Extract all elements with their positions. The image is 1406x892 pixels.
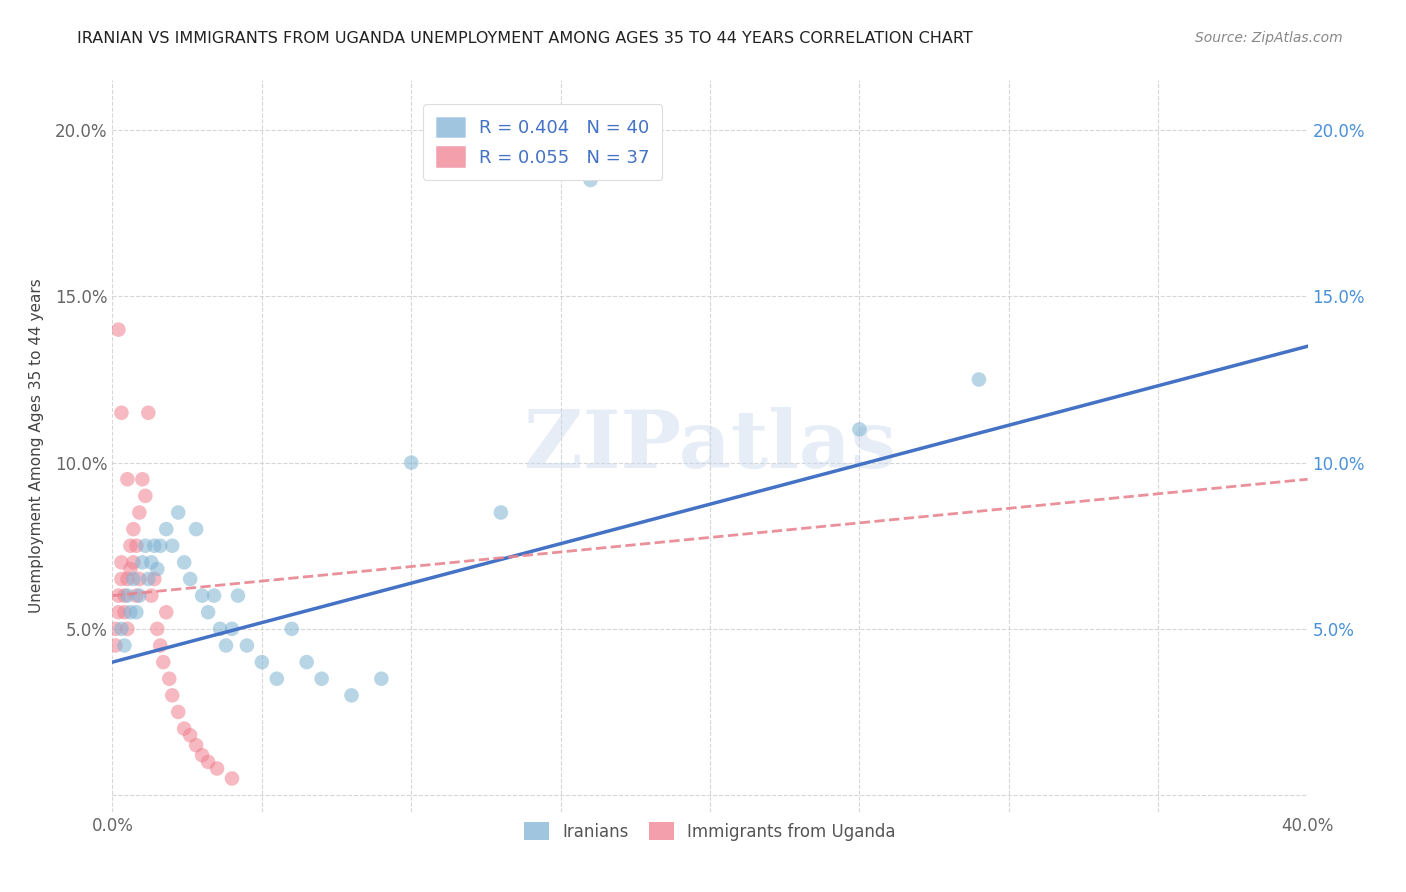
Point: [155, 522, 177, 536]
Point: [401, 456, 423, 470]
Point: [138, 572, 160, 586]
Point: [117, 622, 139, 636]
Point: [191, 748, 214, 763]
Point: [104, 639, 127, 653]
Point: [155, 605, 177, 619]
Point: [120, 539, 142, 553]
Point: [125, 589, 148, 603]
Point: [117, 589, 139, 603]
Point: [191, 589, 214, 603]
Point: [143, 572, 166, 586]
Point: [143, 539, 166, 553]
Point: [110, 406, 132, 420]
Point: [197, 755, 219, 769]
Point: [340, 689, 363, 703]
Point: [579, 173, 602, 187]
Point: [125, 605, 148, 619]
Point: [967, 372, 990, 386]
Point: [120, 605, 142, 619]
Point: [149, 639, 172, 653]
Point: [117, 472, 139, 486]
Point: [186, 522, 208, 536]
Point: [167, 705, 190, 719]
Point: [107, 323, 129, 337]
Point: [128, 506, 150, 520]
Point: [146, 622, 169, 636]
Point: [226, 589, 249, 603]
Point: [114, 605, 135, 619]
Point: [131, 555, 153, 569]
Point: [152, 655, 174, 669]
Point: [149, 539, 172, 553]
Point: [205, 762, 228, 776]
Point: [311, 672, 333, 686]
Point: [370, 672, 392, 686]
Point: [281, 622, 304, 636]
Point: [179, 728, 201, 742]
Point: [110, 555, 132, 569]
Point: [215, 639, 238, 653]
Point: [236, 639, 259, 653]
Point: [266, 672, 288, 686]
Point: [173, 722, 195, 736]
Point: [202, 589, 225, 603]
Text: ZIPatlas: ZIPatlas: [524, 407, 896, 485]
Legend: Iranians, Immigrants from Uganda: Iranians, Immigrants from Uganda: [517, 815, 903, 847]
Point: [209, 622, 232, 636]
Point: [104, 622, 127, 636]
Point: [173, 555, 195, 569]
Point: [122, 555, 145, 569]
Text: Source: ZipAtlas.com: Source: ZipAtlas.com: [1195, 31, 1343, 45]
Point: [179, 572, 201, 586]
Point: [107, 605, 129, 619]
Point: [141, 555, 163, 569]
Point: [186, 738, 208, 752]
Point: [122, 522, 145, 536]
Point: [197, 605, 219, 619]
Point: [117, 572, 139, 586]
Point: [114, 589, 135, 603]
Point: [295, 655, 318, 669]
Point: [122, 572, 145, 586]
Point: [221, 772, 243, 786]
Point: [162, 689, 183, 703]
Point: [114, 639, 135, 653]
Point: [250, 655, 273, 669]
Text: IRANIAN VS IMMIGRANTS FROM UGANDA UNEMPLOYMENT AMONG AGES 35 TO 44 YEARS CORRELA: IRANIAN VS IMMIGRANTS FROM UGANDA UNEMPL…: [77, 31, 973, 46]
Y-axis label: Unemployment Among Ages 35 to 44 years: Unemployment Among Ages 35 to 44 years: [30, 278, 44, 614]
Point: [128, 589, 150, 603]
Point: [110, 572, 132, 586]
Point: [134, 539, 156, 553]
Point: [125, 539, 148, 553]
Point: [146, 562, 169, 576]
Point: [110, 622, 132, 636]
Point: [162, 539, 183, 553]
Point: [131, 472, 153, 486]
Point: [848, 422, 870, 436]
Point: [167, 506, 190, 520]
Point: [141, 589, 163, 603]
Point: [221, 622, 243, 636]
Point: [107, 589, 129, 603]
Point: [489, 506, 512, 520]
Point: [120, 562, 142, 576]
Point: [134, 489, 156, 503]
Point: [157, 672, 180, 686]
Point: [128, 572, 150, 586]
Point: [138, 406, 160, 420]
